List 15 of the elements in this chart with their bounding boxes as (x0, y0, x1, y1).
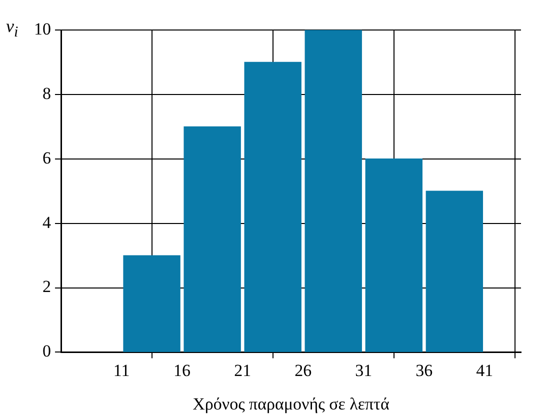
y-tick-label: 10 (34, 19, 51, 38)
x-tick-label: 31 (355, 360, 372, 380)
y-tick-label: 6 (42, 148, 51, 168)
x-tick-label: 21 (234, 360, 252, 380)
y-tick-label: 8 (42, 84, 51, 103)
x-tick-label: 36 (416, 360, 433, 380)
y-tick-label: 0 (42, 342, 51, 361)
x-tick-label: 16 (174, 360, 191, 380)
y-axis-title: v$_{i}$ (6, 16, 18, 42)
x-tick-label: 11 (113, 360, 130, 380)
y-tick-label: 2 (42, 277, 51, 296)
y-tick-label: 4 (42, 212, 52, 232)
x-tick-label: 41 (476, 360, 494, 380)
x-axis-title: Χρόνος παραμονής σε λεπτά (192, 394, 390, 414)
x-tick-label: 26 (294, 360, 312, 380)
